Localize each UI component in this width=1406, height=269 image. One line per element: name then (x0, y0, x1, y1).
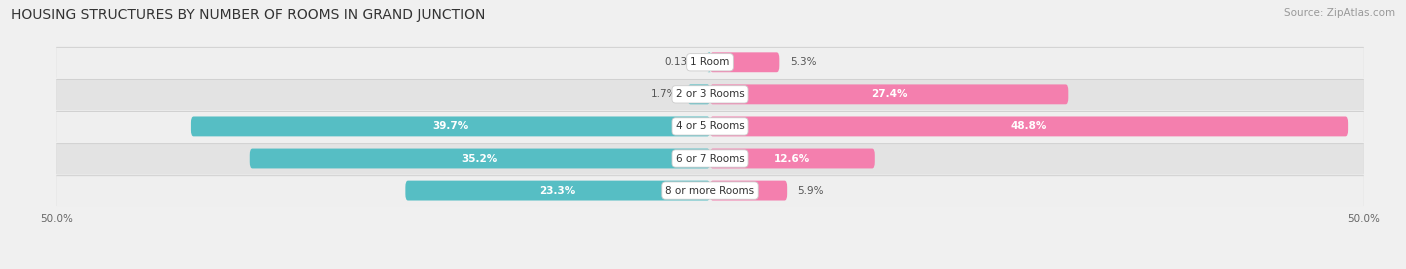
FancyBboxPatch shape (688, 84, 710, 104)
Text: 12.6%: 12.6% (775, 154, 810, 164)
FancyBboxPatch shape (56, 143, 1364, 174)
Legend: Owner-occupied, Renter-occupied: Owner-occupied, Renter-occupied (585, 268, 835, 269)
FancyBboxPatch shape (707, 52, 711, 72)
FancyBboxPatch shape (710, 52, 779, 72)
Text: 35.2%: 35.2% (461, 154, 498, 164)
Text: 5.9%: 5.9% (797, 186, 824, 196)
FancyBboxPatch shape (56, 48, 1364, 78)
Text: 23.3%: 23.3% (540, 186, 576, 196)
FancyBboxPatch shape (56, 176, 1364, 207)
FancyBboxPatch shape (710, 148, 875, 168)
Text: HOUSING STRUCTURES BY NUMBER OF ROOMS IN GRAND JUNCTION: HOUSING STRUCTURES BY NUMBER OF ROOMS IN… (11, 8, 485, 22)
Text: 5.3%: 5.3% (790, 57, 817, 67)
Text: 4 or 5 Rooms: 4 or 5 Rooms (676, 121, 744, 132)
FancyBboxPatch shape (405, 181, 710, 200)
Text: 48.8%: 48.8% (1011, 121, 1047, 132)
Text: 27.4%: 27.4% (870, 89, 907, 99)
FancyBboxPatch shape (56, 112, 1364, 143)
FancyBboxPatch shape (56, 175, 1364, 206)
FancyBboxPatch shape (191, 116, 710, 136)
Text: 2 or 3 Rooms: 2 or 3 Rooms (676, 89, 744, 99)
FancyBboxPatch shape (250, 148, 710, 168)
Text: 39.7%: 39.7% (433, 121, 468, 132)
Text: 1.7%: 1.7% (651, 89, 678, 99)
FancyBboxPatch shape (56, 47, 1364, 78)
Text: Source: ZipAtlas.com: Source: ZipAtlas.com (1284, 8, 1395, 18)
Text: 6 or 7 Rooms: 6 or 7 Rooms (676, 154, 744, 164)
Text: 0.13%: 0.13% (665, 57, 697, 67)
Text: 8 or more Rooms: 8 or more Rooms (665, 186, 755, 196)
FancyBboxPatch shape (710, 116, 1348, 136)
FancyBboxPatch shape (56, 79, 1364, 110)
FancyBboxPatch shape (710, 84, 1069, 104)
FancyBboxPatch shape (56, 111, 1364, 142)
FancyBboxPatch shape (56, 80, 1364, 110)
Text: 1 Room: 1 Room (690, 57, 730, 67)
FancyBboxPatch shape (56, 144, 1364, 175)
FancyBboxPatch shape (710, 181, 787, 200)
